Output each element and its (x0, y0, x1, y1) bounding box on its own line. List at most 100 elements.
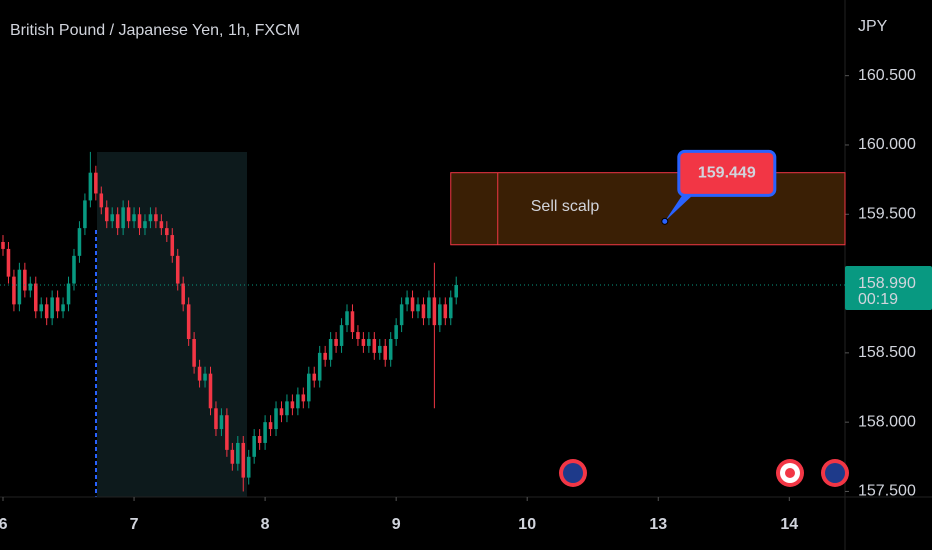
candle-body (317, 352, 322, 381)
countdown: 00:19 (858, 291, 898, 308)
candle-body (181, 283, 185, 305)
candle-body (312, 373, 317, 381)
y-tick-label: 158.500 (858, 344, 916, 361)
callout-pointer (664, 191, 697, 222)
candle-body (66, 283, 71, 305)
y-tick-label: 160.500 (858, 67, 916, 84)
x-tick-label: 6 (0, 516, 8, 533)
candle-body (77, 228, 82, 256)
candle-body (448, 297, 453, 319)
candle-body (405, 297, 409, 305)
callout-label: 159.449 (698, 165, 756, 182)
event-icons (559, 459, 849, 487)
candle-body (339, 325, 344, 346)
candle-body (148, 214, 153, 222)
candle-body (197, 366, 202, 381)
candle-body (12, 276, 16, 305)
candle-body (361, 339, 366, 346)
candle-body (323, 352, 327, 360)
candle-body (55, 297, 60, 312)
candle-body (39, 304, 44, 312)
event-icon (825, 463, 845, 483)
callout-box (677, 149, 777, 197)
candle-body (17, 269, 22, 305)
candle-body (301, 394, 306, 402)
candle-body (334, 339, 338, 346)
candle-body (170, 235, 175, 256)
candle-body (399, 304, 404, 326)
candle-body (230, 449, 235, 464)
candle-body (438, 304, 442, 326)
candle-body (50, 297, 54, 319)
profile-range (97, 152, 247, 497)
candle-body (345, 311, 349, 326)
x-tick-label: 10 (518, 516, 536, 533)
candle-body (72, 255, 76, 284)
candle-body (192, 339, 196, 367)
candle-body (290, 401, 295, 409)
candle-body (126, 207, 131, 222)
candle-body (110, 214, 114, 222)
zone (450, 172, 846, 246)
candle-body (132, 214, 136, 222)
candle-body (307, 373, 311, 402)
y-tick-label: 160.000 (858, 136, 916, 153)
current-price-box (845, 265, 932, 310)
candle-body (159, 221, 164, 229)
candle-body (115, 214, 120, 229)
candle-body (23, 269, 27, 291)
candle-body (394, 325, 398, 340)
x-tick-label: 7 (130, 516, 139, 533)
candle-body (88, 172, 93, 201)
candle-body (241, 442, 246, 478)
candle-body (257, 436, 262, 443)
x-tick-label: 8 (261, 516, 270, 533)
candle-body (421, 304, 426, 319)
candle-body (328, 339, 333, 360)
candle-body (367, 339, 371, 346)
x-tick-label: 14 (780, 516, 798, 533)
candle-body (296, 394, 300, 409)
candle-body (137, 214, 142, 229)
x-tick-label: 9 (392, 516, 401, 533)
y-tick-label: 158.000 (858, 413, 916, 430)
candle-body (225, 415, 229, 450)
candle-body (252, 436, 256, 457)
current-price-label: 158.990 (858, 275, 916, 292)
y-axis-label: JPY (858, 18, 888, 35)
candle-body (165, 228, 169, 236)
candle-body (186, 304, 191, 340)
candle-body (83, 200, 87, 229)
candle-body (274, 408, 278, 430)
candle-body (61, 304, 65, 312)
candle-body (443, 304, 448, 319)
chart-title: British Pound / Japanese Yen, 1h, FXCM (10, 22, 300, 39)
candle-body (356, 332, 360, 340)
candle-body (219, 415, 224, 430)
candle-body (236, 442, 240, 464)
candle-body (388, 339, 393, 360)
candle-body (154, 214, 158, 222)
candle-body (350, 311, 355, 333)
candle-body (432, 297, 437, 326)
candle-body (279, 408, 284, 416)
candle-body (427, 297, 431, 319)
candle-body (28, 283, 33, 291)
candle-body (268, 422, 273, 430)
candle-body (263, 422, 267, 443)
candle-body (410, 297, 415, 312)
y-tick-label: 159.500 (858, 205, 916, 222)
candle-body (104, 207, 109, 222)
candle-body (208, 373, 213, 409)
x-tick-label: 13 (649, 516, 667, 533)
zone-label: Sell scalp (531, 198, 600, 215)
candle-body (377, 345, 382, 353)
candle-body (383, 345, 388, 360)
callout-anchor (661, 217, 669, 225)
candle-body (143, 221, 147, 229)
candle-body (203, 373, 207, 381)
candle-body (372, 339, 377, 353)
candle-body (285, 401, 289, 416)
